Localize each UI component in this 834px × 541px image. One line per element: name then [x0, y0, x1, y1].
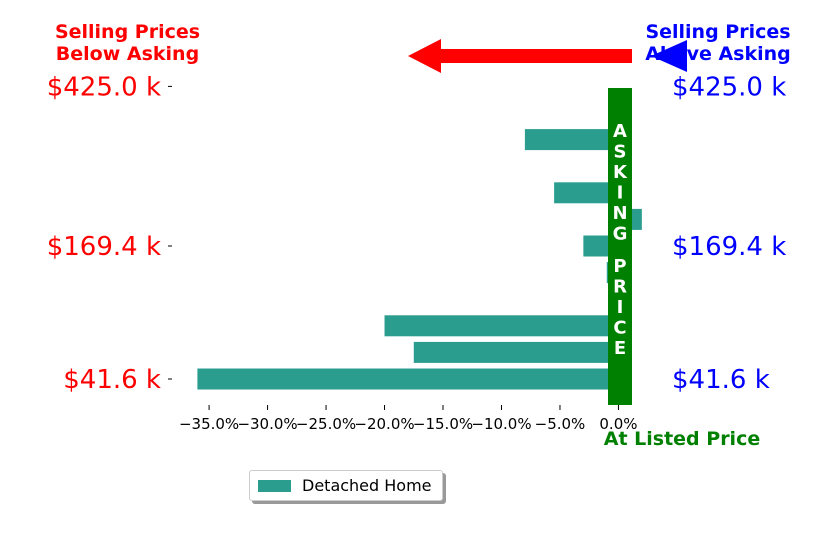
y-right-tick-label: $169.4 k: [672, 232, 786, 262]
asking-price-letter: R: [613, 277, 627, 298]
x-tick-label: −25.0%: [296, 415, 356, 433]
asking-price-letter: G: [613, 224, 628, 245]
right-arrow-icon: [651, 40, 687, 72]
x-tick-label: −35.0%: [179, 415, 239, 433]
above-asking-header: Selling Prices Above Asking: [628, 21, 808, 65]
y-right-tick-label: $425.0 k: [672, 72, 786, 102]
asking-price-letter: K: [613, 162, 628, 183]
bar: [554, 182, 619, 204]
bar: [197, 368, 619, 390]
bar: [384, 315, 619, 337]
asking-price-letter: S: [614, 142, 627, 163]
x-tick-label: −5.0%: [535, 415, 586, 433]
legend-label: Detached Home: [302, 476, 432, 495]
bar: [413, 341, 619, 363]
below-asking-line1: Selling Prices: [54, 21, 201, 43]
bar-series: [197, 102, 642, 390]
asking-price-letter: I: [617, 297, 624, 318]
above-asking-line2: Above Asking: [645, 43, 791, 65]
below-asking-header: Selling Prices Below Asking: [40, 21, 215, 65]
below-asking-line2: Below Asking: [55, 43, 200, 65]
asking-price-letter: I: [617, 183, 624, 204]
asking-price-letter: C: [613, 318, 626, 339]
left-arrow-icon: [408, 39, 632, 73]
asking-price-letter: A: [613, 121, 627, 142]
y-right-tick-label: $41.6 k: [672, 365, 770, 395]
y-left-tick-label: $41.6 k: [63, 365, 161, 395]
asking-price-letter: E: [614, 338, 626, 359]
at-listed-price-label: At Listed Price: [604, 428, 760, 450]
bar: [524, 129, 619, 151]
x-tick-label: −20.0%: [354, 415, 414, 433]
asking-price-letter: N: [612, 203, 627, 224]
y-left-tick-label: $425.0 k: [47, 72, 161, 102]
x-tick-label: −10.0%: [471, 415, 531, 433]
legend-swatch-icon: [258, 480, 291, 492]
y-axis-left: $41.6 k $169.4 k $425.0 k: [47, 72, 172, 395]
chart-legend: Detached Home: [249, 470, 443, 501]
x-tick-label: −15.0%: [413, 415, 473, 433]
y-left-tick-label: $169.4 k: [47, 232, 161, 262]
asking-price-letter: P: [613, 256, 626, 277]
x-axis: −35.0%−30.0%−25.0%−20.0%−15.0%−10.0% −5.0…: [179, 405, 638, 433]
x-tick-label: −30.0%: [237, 415, 297, 433]
x-tick-label: 0.0%: [599, 415, 637, 433]
y-axis-right: $41.6 k $169.4 k $425.0 k: [672, 72, 786, 395]
above-asking-line1: Selling Prices: [645, 21, 791, 43]
direction-arrows: [408, 39, 687, 73]
